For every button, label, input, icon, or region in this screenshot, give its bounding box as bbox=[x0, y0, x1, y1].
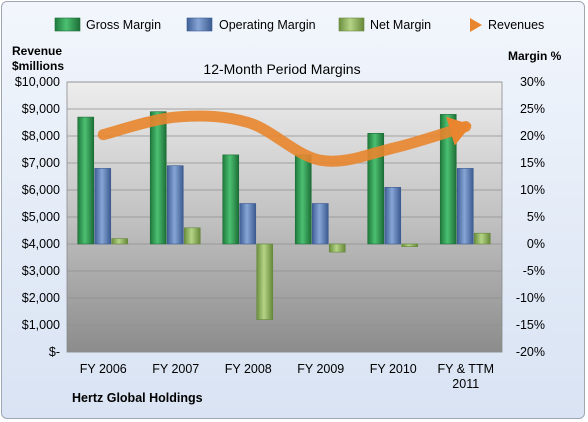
legend-item-gross-margin: Gross Margin bbox=[54, 17, 161, 32]
revenue-line bbox=[97, 110, 472, 167]
net-margin-bar bbox=[111, 238, 129, 245]
category-labels: FY 2006 FY 2007 FY 2008 FY 2009 FY 2010 FY & … bbox=[80, 362, 494, 391]
right-tick-label: -15% bbox=[516, 318, 545, 332]
left-tick-label: $1,000 bbox=[22, 318, 60, 332]
legend-label-net-margin: Net Margin bbox=[370, 18, 431, 32]
left-axis-ticks: $- $1,000 $2,000 $3,000 $4,000 $5,000 $6,000 $7… bbox=[15, 75, 60, 359]
gross-margin-bar bbox=[149, 111, 167, 245]
net-margin-bar bbox=[183, 227, 201, 245]
legend-swatch-net-margin bbox=[338, 17, 365, 32]
right-tick-label: 20% bbox=[520, 129, 545, 143]
legend-swatch-gross-margin bbox=[54, 17, 81, 32]
right-tick-label: 30% bbox=[520, 75, 545, 89]
right-tick-label: 15% bbox=[520, 156, 545, 170]
net-margin-bar bbox=[401, 243, 419, 247]
category-label: FY 2009 bbox=[297, 362, 344, 376]
net-margin-bar bbox=[328, 243, 346, 253]
left-tick-label: $9,000 bbox=[22, 102, 60, 116]
legend-label-operating-margin: Operating Margin bbox=[219, 18, 316, 32]
operating-margin-bar bbox=[94, 168, 112, 245]
right-tick-label: 25% bbox=[520, 102, 545, 116]
operating-margin-bar bbox=[384, 187, 402, 245]
gross-margin-bar bbox=[222, 154, 240, 245]
gross-margin-bar bbox=[439, 114, 457, 245]
legend-item-operating-margin: Operating Margin bbox=[186, 17, 316, 32]
category-label: FY 2006 bbox=[80, 362, 127, 376]
left-tick-label: $8,000 bbox=[22, 129, 60, 143]
category-label: FY 2008 bbox=[225, 362, 272, 376]
right-tick-label: -5% bbox=[523, 264, 545, 278]
category-label: 2011 bbox=[452, 377, 479, 391]
company-name: Hertz Global Holdings bbox=[72, 391, 203, 405]
revenue-curve bbox=[97, 110, 472, 167]
right-tick-label: -20% bbox=[516, 345, 545, 359]
legend-label-gross-margin: Gross Margin bbox=[86, 18, 161, 32]
bars bbox=[77, 111, 491, 320]
net-margin-bar bbox=[256, 243, 274, 320]
legend-label-revenues: Revenues bbox=[488, 18, 544, 32]
legend-arrow-revenues-icon bbox=[470, 18, 482, 32]
operating-margin-bar bbox=[239, 203, 257, 245]
gross-margin-bar bbox=[367, 133, 385, 245]
category-label: FY 2007 bbox=[152, 362, 199, 376]
left-tick-label: $3,000 bbox=[22, 264, 60, 278]
left-tick-label: $2,000 bbox=[22, 291, 60, 305]
legend: Gross Margin Operating Margin Net Margin… bbox=[54, 17, 544, 32]
right-axis-ticks: -20% -15% -10% -5% 0% 5% 10% 15% 20% 25% 30% bbox=[516, 75, 545, 359]
operating-margin-bar bbox=[311, 203, 329, 245]
right-tick-label: 5% bbox=[527, 210, 545, 224]
operating-margin-bar bbox=[166, 165, 184, 245]
gross-margin-bar bbox=[77, 116, 95, 245]
left-tick-label: $- bbox=[49, 345, 60, 359]
right-tick-label: 10% bbox=[520, 183, 545, 197]
right-tick-label: -10% bbox=[516, 291, 545, 305]
operating-margin-bar bbox=[456, 168, 474, 245]
legend-item-net-margin: Net Margin bbox=[338, 17, 431, 32]
category-label: FY 2010 bbox=[370, 362, 417, 376]
legend-swatch-operating-margin bbox=[186, 17, 213, 32]
left-tick-label: $5,000 bbox=[22, 210, 60, 224]
right-tick-label: 0% bbox=[527, 237, 545, 251]
revenue-arrowhead-icon bbox=[446, 116, 472, 146]
chart-title: 12-Month Period Margins bbox=[203, 61, 360, 77]
left-tick-label: $10,000 bbox=[15, 75, 60, 89]
right-axis-label: Margin % bbox=[508, 49, 562, 63]
left-tick-label: $7,000 bbox=[22, 156, 60, 170]
left-tick-label: $4,000 bbox=[22, 237, 60, 251]
left-tick-label: $6,000 bbox=[22, 183, 60, 197]
legend-item-revenues: Revenues bbox=[446, 18, 544, 32]
category-label: FY & TTM bbox=[438, 362, 495, 376]
net-margin-bar bbox=[473, 232, 491, 245]
left-axis-label-line1: Revenue bbox=[12, 44, 62, 58]
left-axis-label-line2: $millions bbox=[12, 59, 64, 73]
gross-margin-bar bbox=[294, 154, 312, 245]
